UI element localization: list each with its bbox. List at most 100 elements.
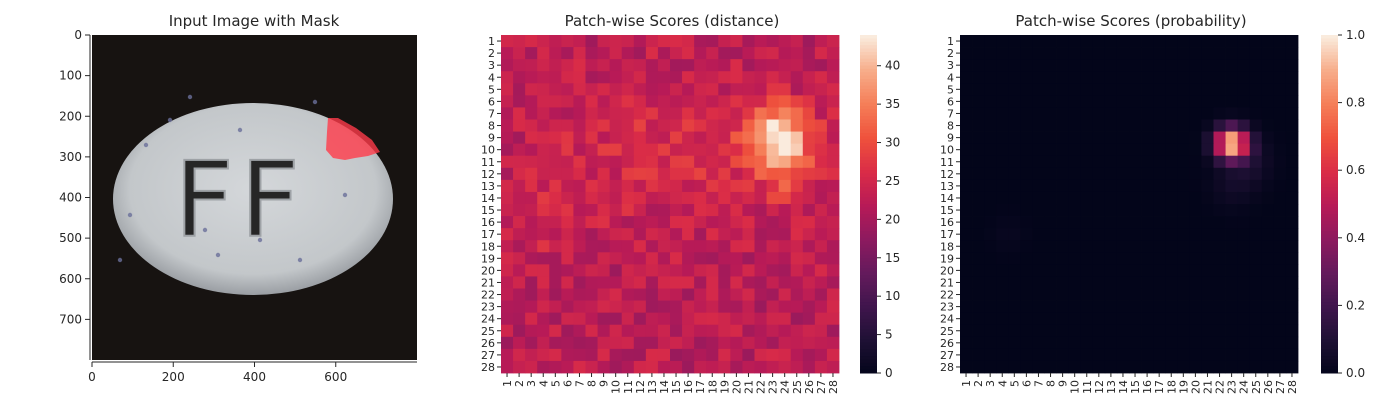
heatmap-cell	[1177, 71, 1190, 84]
heatmap-cell	[1032, 300, 1045, 314]
x-tick-label: 600	[324, 370, 347, 384]
heatmap-cell	[1141, 288, 1154, 301]
heatmap-cell	[1273, 47, 1287, 60]
heatmap-cell	[1008, 216, 1021, 229]
heatmap-cell	[718, 83, 731, 96]
heatmap-cell	[1068, 35, 1082, 48]
heatmap-cell	[754, 348, 767, 362]
heatmap-cell	[730, 324, 743, 338]
heatmap-cell	[1020, 155, 1033, 169]
heatmap-cell	[549, 240, 562, 253]
heatmap-cell	[1249, 167, 1263, 181]
heatmap-cell	[1189, 360, 1202, 374]
heatmap-cell	[1129, 71, 1142, 84]
heatmap-cell	[1080, 191, 1094, 205]
heatmap-cell	[1237, 107, 1251, 120]
heatmap-cell	[996, 131, 1009, 145]
heatmap-cell	[694, 240, 707, 253]
heatmap-cell	[1189, 264, 1202, 277]
heatmap-cell	[742, 264, 755, 277]
heatmap-cell	[573, 276, 586, 289]
heatmap-cell	[1201, 288, 1214, 301]
heatmap-cell	[1116, 228, 1130, 241]
heatmap-cell	[573, 191, 586, 205]
x-tick-label: 21	[742, 380, 755, 394]
heatmap-cell	[1249, 204, 1263, 217]
heatmap-cell	[802, 312, 816, 326]
heatmap-cell	[1008, 119, 1021, 132]
heatmap-cell	[1129, 167, 1142, 181]
heatmap-cell	[1080, 95, 1094, 108]
heatmap-cell	[573, 107, 586, 120]
heatmap-cell	[1116, 107, 1130, 120]
colorbar-segment	[1321, 305, 1338, 310]
heatmap-cell	[802, 288, 816, 301]
heatmap-cell	[1056, 47, 1070, 60]
heatmap-cell	[1201, 143, 1214, 157]
heatmap-cell	[525, 300, 538, 314]
heatmap-cell	[694, 204, 707, 217]
heatmap-cell	[1165, 312, 1178, 326]
colorbar-segment	[860, 359, 877, 364]
colorbar-segment	[1321, 173, 1338, 178]
heatmap-cell	[1213, 155, 1226, 169]
heatmap-cell	[802, 252, 816, 265]
heatmap-cell	[597, 143, 611, 157]
heatmap-cell	[1273, 71, 1287, 84]
heatmap-cell	[742, 83, 755, 96]
heatmap-cell	[1225, 348, 1239, 362]
heatmap-cell	[972, 35, 985, 48]
heatmap-cell	[984, 143, 997, 157]
y-tick-label: 7	[488, 107, 495, 120]
heatmap-cell	[730, 35, 743, 48]
heatmap-cell	[960, 276, 973, 289]
heatmap-cell	[1201, 228, 1214, 241]
heatmap-cell	[561, 276, 574, 289]
heatmap-cell	[573, 35, 586, 48]
heatmap-cell	[826, 312, 840, 326]
y-tick-label: 2	[947, 47, 954, 60]
heatmap-cell	[657, 264, 671, 277]
speck	[117, 257, 123, 263]
heatmap-cell	[682, 300, 695, 314]
heatmap-cell	[1165, 252, 1178, 265]
heatmap-cell	[814, 179, 828, 193]
colorbar-segment	[1321, 329, 1338, 333]
heatmap-cell	[826, 119, 840, 132]
heatmap-cell	[1068, 143, 1082, 157]
colorbar-segment	[860, 173, 877, 178]
heatmap-cell	[766, 312, 780, 326]
heatmap-cell	[549, 312, 562, 326]
heatmap-cell	[501, 300, 514, 314]
heatmap-cell	[742, 95, 755, 108]
colorbar-segment	[1321, 153, 1338, 158]
heatmap-cell	[1225, 83, 1239, 96]
heatmap-cell	[960, 35, 973, 48]
heatmap-cell	[1044, 336, 1057, 350]
heatmap-cell	[1189, 216, 1202, 229]
heatmap-cell	[826, 107, 840, 120]
heatmap-cell	[1249, 252, 1263, 265]
heatmap-cell	[1044, 300, 1057, 314]
heatmap-cell	[1261, 71, 1275, 84]
speck	[215, 252, 221, 258]
heatmap-cell	[1273, 264, 1287, 277]
heatmap-cell	[1285, 252, 1299, 265]
y-tick-label: 26	[481, 337, 495, 350]
heatmap-cell	[561, 204, 574, 217]
heatmap-cell	[645, 107, 659, 120]
heatmap-cell	[1153, 35, 1166, 48]
heatmap-cell	[1056, 167, 1070, 181]
heatmap-cell	[1129, 179, 1142, 193]
heatmap-cell	[1177, 119, 1190, 132]
heatmap-cell	[1044, 228, 1057, 241]
heatmap-cell	[984, 131, 997, 145]
heatmap-cell	[1285, 276, 1299, 289]
heatmap-cell	[657, 228, 671, 241]
heatmap-cell	[1237, 155, 1251, 169]
heatmap-cell	[537, 131, 550, 145]
heatmap-cell	[670, 107, 683, 120]
x-tick-label: 24	[1238, 380, 1251, 394]
heatmap-cell	[513, 191, 526, 205]
colorbar-segment	[1321, 308, 1338, 313]
